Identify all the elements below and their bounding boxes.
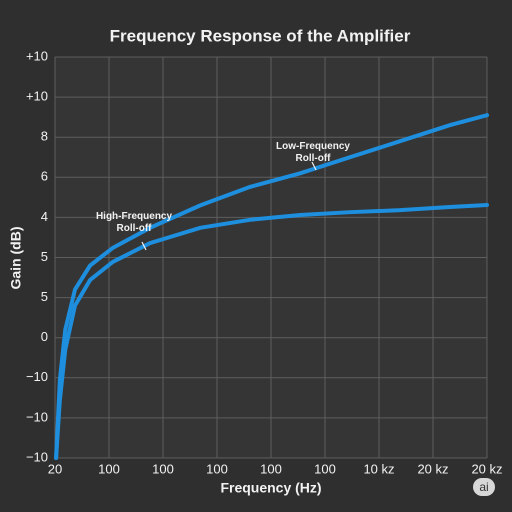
x-tick-label: 100 bbox=[98, 461, 120, 476]
y-tick-label: 5 bbox=[41, 289, 48, 304]
chart-title: Frequency Response of the Amplifier bbox=[110, 26, 411, 45]
x-tick-label: 100 bbox=[206, 461, 228, 476]
x-tick-label: 100 bbox=[152, 461, 174, 476]
x-tick-label: 20 kz bbox=[417, 461, 448, 476]
annotation-pointer bbox=[141, 241, 147, 251]
x-tick-label: 100 bbox=[314, 461, 336, 476]
x-axis-label: Frequency (Hz) bbox=[220, 480, 321, 496]
badge-bg bbox=[473, 478, 495, 496]
y-tick-label: 4 bbox=[41, 209, 48, 224]
x-tick-label: 20 bbox=[48, 461, 62, 476]
line bbox=[54, 202, 489, 460]
x-tick-label: 100 bbox=[260, 461, 282, 476]
y-tick-label: −10 bbox=[26, 449, 48, 464]
x-tick-label: 10 kz bbox=[363, 461, 394, 476]
x-tick-label: 20 kz bbox=[471, 461, 502, 476]
y-tick-label: 8 bbox=[41, 129, 48, 144]
y-tick-label: 6 bbox=[41, 169, 48, 184]
y-axis-label: Gain (dB) bbox=[8, 227, 24, 290]
y-tick-label: −10 bbox=[26, 409, 48, 424]
annotation: Low-Frequency Roll-off bbox=[276, 141, 350, 164]
y-tick-label: 5 bbox=[41, 249, 48, 264]
y-tick-label: +10 bbox=[26, 89, 48, 104]
y-tick-label: 0 bbox=[41, 329, 48, 344]
line bbox=[54, 113, 489, 460]
annotation: High-Frequency Roll-off bbox=[96, 211, 173, 234]
y-tick-label: −10 bbox=[26, 369, 48, 384]
badge: ai bbox=[479, 480, 488, 494]
y-tick-label: +10 bbox=[26, 48, 48, 63]
annotation-pointer bbox=[311, 161, 317, 171]
